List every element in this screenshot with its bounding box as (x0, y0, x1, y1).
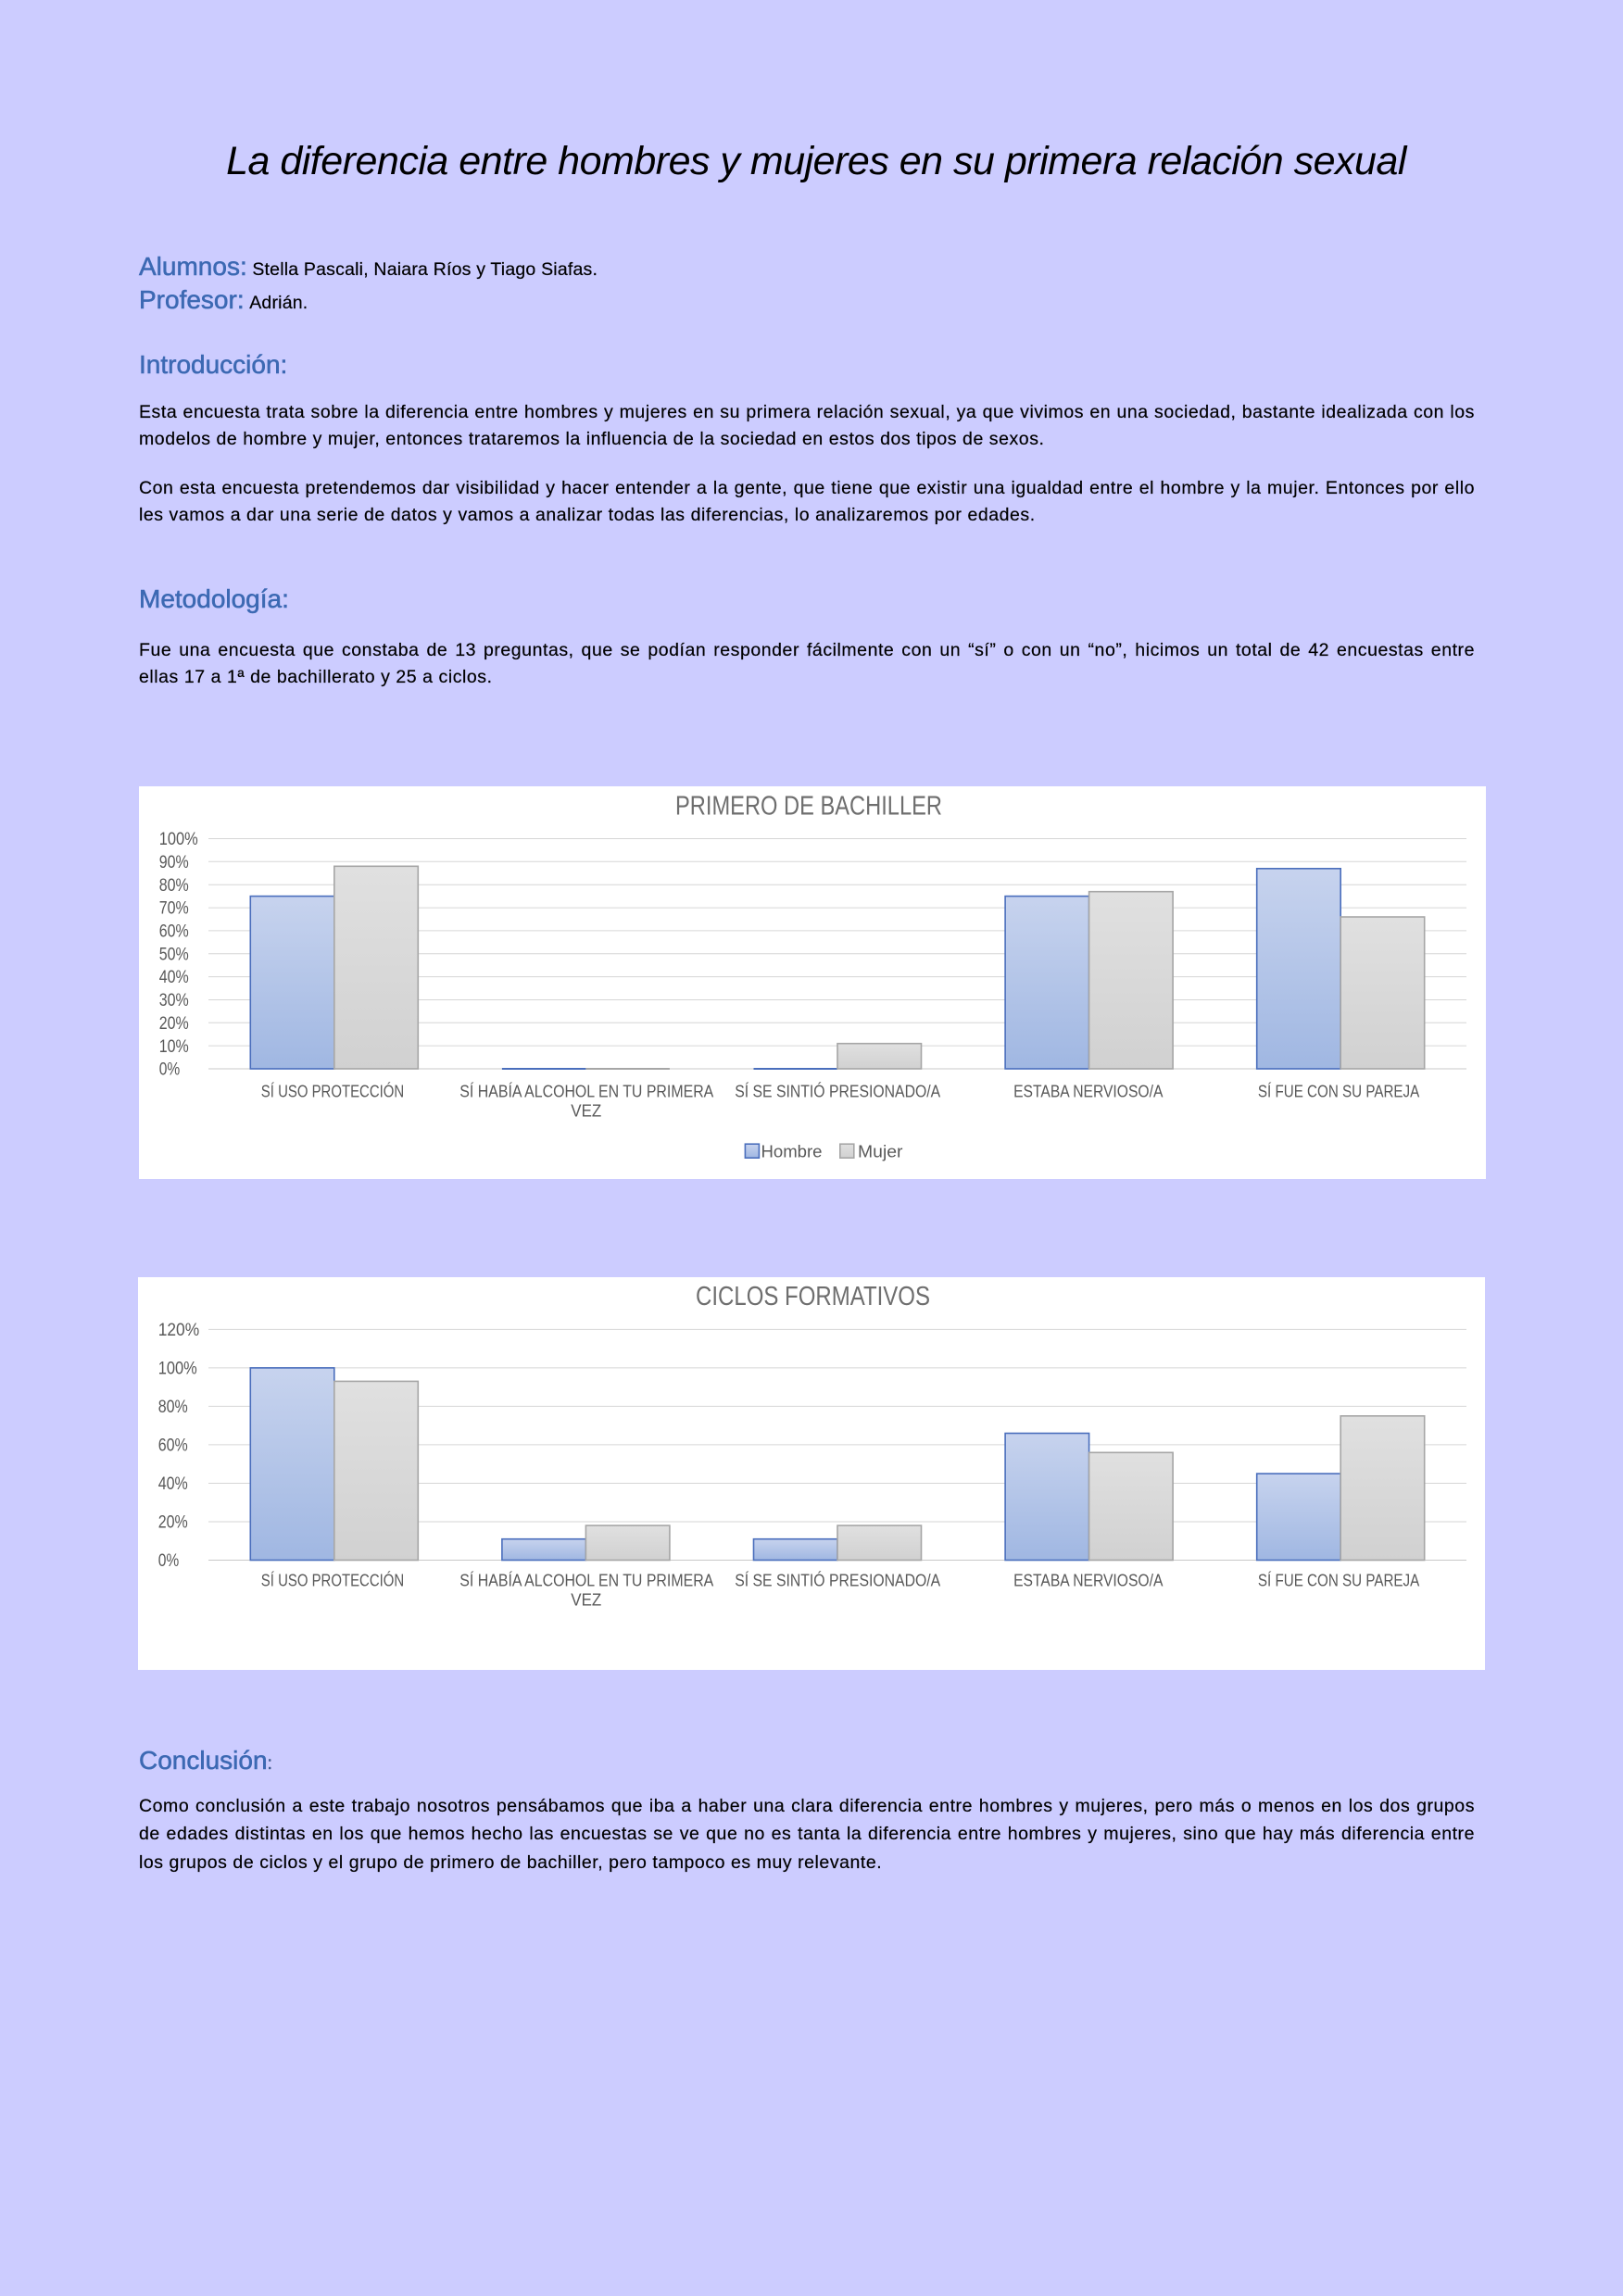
svg-text:30%: 30% (159, 991, 189, 1010)
svg-text:80%: 80% (158, 1398, 188, 1417)
svg-text:100%: 100% (158, 1360, 197, 1379)
svg-text:SÍ SE SINTIÓ PRESIONADO/A: SÍ SE SINTIÓ PRESIONADO/A (735, 1081, 941, 1100)
svg-text:SÍ FUE CON SU PAREJA: SÍ FUE CON SU PAREJA (1258, 1571, 1420, 1590)
svg-text:80%: 80% (159, 876, 189, 896)
svg-text:SÍ USO PROTECCIÓN: SÍ USO PROTECCIÓN (261, 1571, 404, 1590)
svg-text:70%: 70% (159, 899, 189, 919)
svg-text:0%: 0% (158, 1551, 180, 1571)
svg-text:CICLOS FORMATIVOS: CICLOS FORMATIVOS (696, 1282, 930, 1311)
svg-text:40%: 40% (159, 968, 189, 987)
svg-text:SÍ SE SINTIÓ PRESIONADO/A: SÍ SE SINTIÓ PRESIONADO/A (735, 1571, 941, 1590)
svg-text:20%: 20% (158, 1513, 188, 1533)
svg-text:20%: 20% (159, 1014, 189, 1034)
svg-text:PRIMERO DE BACHILLER: PRIMERO DE BACHILLER (675, 792, 942, 822)
svg-text:ESTABA NERVIOSO/A: ESTABA NERVIOSO/A (1013, 1081, 1164, 1100)
svg-text:10%: 10% (159, 1037, 189, 1057)
svg-text:90%: 90% (159, 853, 189, 872)
svg-text:50%: 50% (159, 945, 189, 964)
svg-text:SÍ HABÍA ALCOHOL EN TU PRIMERA: SÍ HABÍA ALCOHOL EN TU PRIMERA (459, 1571, 713, 1590)
svg-text:SÍ USO PROTECCIÓN: SÍ USO PROTECCIÓN (261, 1081, 404, 1100)
svg-text:ESTABA NERVIOSO/A: ESTABA NERVIOSO/A (1013, 1571, 1164, 1590)
svg-text:40%: 40% (158, 1474, 188, 1494)
svg-text:Mujer: Mujer (858, 1141, 903, 1161)
svg-text:120%: 120% (158, 1321, 200, 1340)
svg-text:VEZ: VEZ (571, 1100, 601, 1120)
svg-text:100%: 100% (159, 830, 198, 849)
svg-text:0%: 0% (159, 1060, 181, 1080)
svg-text:Hombre: Hombre (761, 1141, 823, 1161)
svg-text:SÍ FUE CON SU PAREJA: SÍ FUE CON SU PAREJA (1258, 1081, 1420, 1100)
svg-text:SÍ HABÍA ALCOHOL EN TU PRIMERA: SÍ HABÍA ALCOHOL EN TU PRIMERA (459, 1081, 713, 1100)
svg-text:60%: 60% (158, 1437, 188, 1456)
svg-text:VEZ: VEZ (571, 1590, 601, 1610)
svg-text:60%: 60% (159, 922, 189, 942)
